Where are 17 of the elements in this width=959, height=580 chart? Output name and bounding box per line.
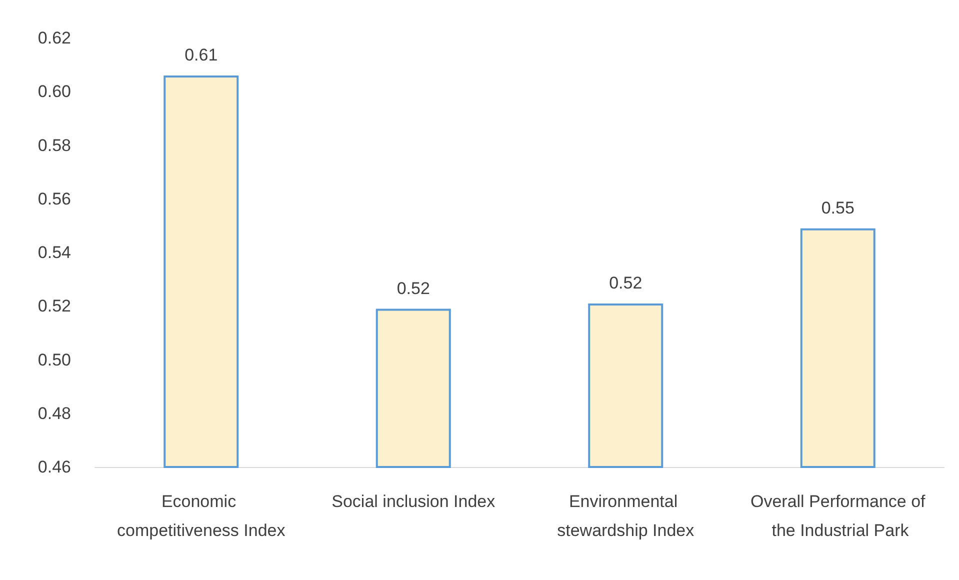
data-label: 0.61 (184, 46, 218, 65)
data-label: 0.52 (396, 278, 430, 298)
y-tick-label: 0.60 (38, 82, 71, 102)
y-tick-label: 0.46 (38, 458, 71, 476)
y-tick-label: 0.52 (38, 296, 71, 316)
y-tick-label: 0.54 (38, 243, 71, 262)
y-tick-label: 0.50 (38, 350, 71, 370)
x-tick-label: Environmental stewardship Index (557, 492, 695, 540)
y-tick-label: 0.48 (38, 404, 71, 423)
x-tick-label: Social inclusion Index (332, 492, 496, 511)
y-tick-label: 0.58 (38, 136, 71, 155)
data-label: 0.52 (609, 273, 642, 292)
y-tick-label: 0.62 (38, 28, 71, 48)
data-label: 0.55 (821, 198, 854, 218)
y-tick-label: 0.56 (38, 189, 71, 208)
x-tick-label: Overall Performance of the Industrial Park (750, 492, 926, 540)
x-tick-label: Economic competitiveness Index (117, 492, 286, 540)
